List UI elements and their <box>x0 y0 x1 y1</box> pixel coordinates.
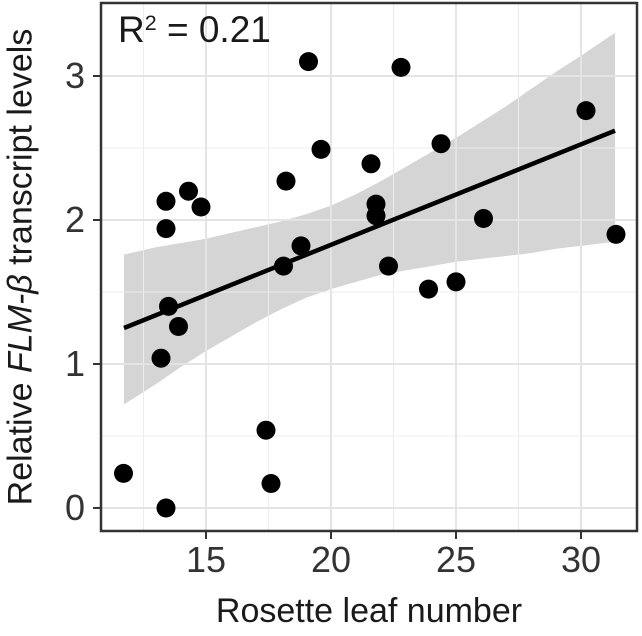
data-point <box>379 256 398 276</box>
data-point <box>256 420 276 440</box>
data-point <box>431 134 451 154</box>
y-tick-label: 2 <box>64 198 85 240</box>
data-point <box>361 154 381 174</box>
data-point <box>366 206 386 226</box>
data-point <box>299 52 318 72</box>
y-axis-title-part-1: Relative <box>1 373 40 506</box>
data-point <box>169 317 188 336</box>
y-tick-label: 3 <box>64 55 85 96</box>
data-point <box>576 101 596 121</box>
data-point <box>261 474 281 493</box>
y-tick-label: 0 <box>64 486 85 528</box>
data-point <box>156 191 176 211</box>
r-squared-base: R <box>118 9 145 50</box>
panel-border <box>99 1 639 533</box>
y-tick-label: 1 <box>64 342 85 384</box>
data-point <box>179 181 198 201</box>
x-axis-title: Rosette leaf number <box>215 592 523 630</box>
data-point <box>291 236 311 256</box>
r-squared-annotation: R2 = 0.21 <box>118 9 271 51</box>
data-point <box>446 272 466 292</box>
y-axis-title: Relative FLM-β transcript levels <box>2 29 41 506</box>
x-tick-label: 20 <box>310 539 352 580</box>
data-point <box>156 498 176 518</box>
x-tick-label: 15 <box>185 539 227 580</box>
data-point <box>114 463 133 483</box>
data-point <box>159 296 178 316</box>
data-point <box>191 197 211 217</box>
data-point <box>606 224 626 244</box>
data-point <box>419 279 438 299</box>
data-point <box>151 348 171 368</box>
data-point <box>156 219 176 239</box>
data-point <box>276 171 296 191</box>
data-point <box>311 139 331 159</box>
r-squared-superscript: 2 <box>144 11 157 36</box>
x-tick-label: 25 <box>435 539 477 580</box>
data-point <box>474 209 493 228</box>
regression-line <box>123 128 616 331</box>
data-point <box>391 57 411 77</box>
r-squared-value: = 0.21 <box>156 9 271 50</box>
data-point <box>274 256 293 276</box>
x-tick-label: 30 <box>560 539 602 580</box>
